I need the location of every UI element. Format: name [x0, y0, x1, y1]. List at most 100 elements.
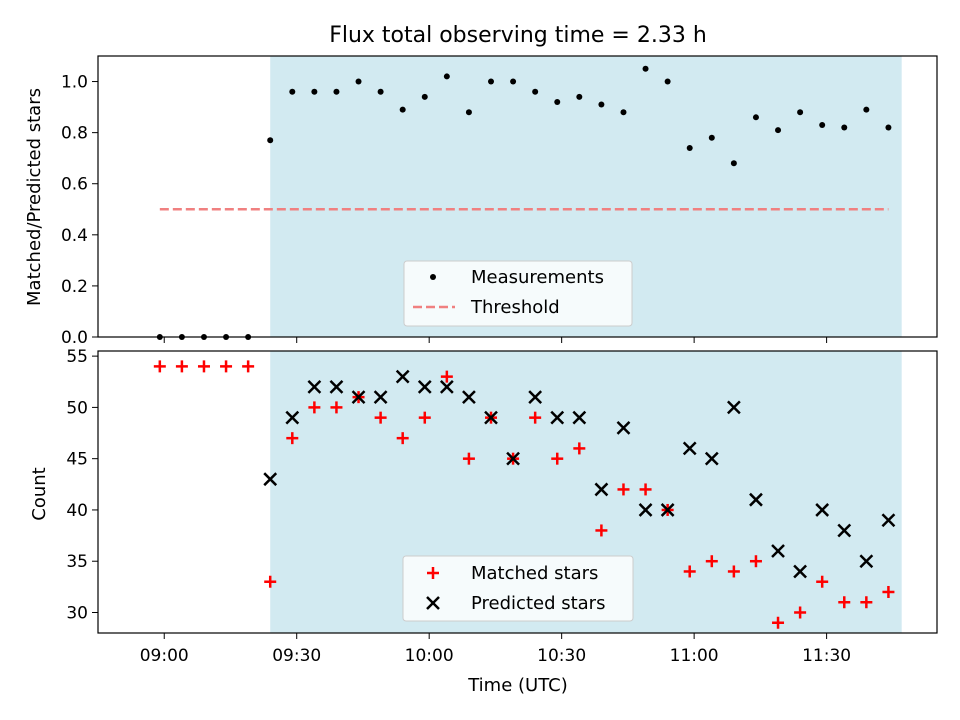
bottom-x-tick-label: 11:00 — [670, 646, 719, 666]
bottom-point-matched-stars — [683, 565, 696, 578]
bottom-point-predicted-stars — [815, 503, 830, 517]
bottom-x-tick-label: 11:30 — [802, 646, 851, 666]
bottom-point-predicted-stars — [395, 369, 410, 384]
bottom-y-tick-label: 55 — [66, 347, 88, 367]
top-point-measurements — [421, 93, 428, 100]
top-point-measurements — [443, 73, 450, 80]
top-point-measurements — [355, 78, 362, 85]
top-y-axis-label: Matched/Predicted stars — [24, 88, 45, 306]
bottom-point-matched-stars — [573, 442, 586, 455]
bottom-point-matched-stars — [153, 360, 166, 373]
bottom-x-tick-label: 09:30 — [272, 646, 321, 666]
top-point-measurements — [311, 88, 318, 95]
top-point-measurements — [576, 93, 583, 100]
top-point-measurements — [664, 78, 671, 85]
top-point-measurements — [377, 88, 384, 95]
bottom-point-predicted-stars — [307, 380, 322, 394]
bottom-point-matched-stars — [330, 401, 343, 414]
bottom-point-predicted-stars — [528, 390, 543, 405]
bottom-point-predicted-stars — [793, 564, 807, 579]
bottom-point-matched-stars — [816, 575, 829, 588]
bottom-point-matched-stars — [242, 360, 255, 373]
bottom-x-tick-label: 10:30 — [537, 646, 586, 666]
bottom-point-matched-stars — [749, 555, 762, 568]
bottom-point-predicted-stars — [439, 380, 454, 394]
bottom-point-predicted-stars — [726, 400, 741, 415]
bottom-point-matched-stars — [617, 483, 630, 496]
bottom-point-predicted-stars — [285, 410, 300, 425]
legend-marker-matched — [427, 567, 439, 579]
bottom-point-matched-stars — [374, 411, 387, 424]
top-y-tick-label: 1.0 — [61, 73, 88, 93]
bottom-x-tick-label: 10:00 — [405, 646, 454, 666]
top-y-tick-label: 0.2 — [61, 277, 88, 297]
bottom-point-predicted-stars — [417, 380, 432, 394]
bottom-y-tick-label: 35 — [66, 552, 88, 572]
bottom-axes-frame — [97, 350, 938, 634]
top-point-measurements — [885, 124, 892, 131]
top-y-tick-label: 0.4 — [61, 226, 88, 246]
bottom-y-tick-label: 40 — [66, 501, 88, 521]
top-point-measurements — [686, 144, 693, 151]
bottom-point-matched-stars — [462, 452, 475, 465]
top-legend: Measurements Threshold — [403, 260, 633, 327]
bottom-point-matched-stars — [727, 565, 740, 578]
bottom-point-matched-stars — [286, 432, 299, 445]
top-y-tick-label: 0.0 — [61, 328, 88, 348]
top-point-measurements — [819, 121, 826, 128]
top-point-measurements — [333, 88, 340, 95]
top-axes-frame — [97, 55, 938, 338]
top-point-measurements — [267, 137, 274, 144]
top-point-measurements — [289, 88, 296, 95]
top-point-measurements — [752, 114, 759, 121]
bottom-point-predicted-stars — [550, 410, 565, 425]
bottom-point-predicted-stars — [506, 451, 520, 466]
bottom-point-predicted-stars — [616, 421, 631, 435]
bottom-point-predicted-stars — [881, 513, 896, 528]
bottom-point-matched-stars — [772, 616, 785, 629]
legend-marker-predicted — [426, 596, 440, 610]
bottom-legend-box — [402, 555, 634, 622]
top-point-measurements — [642, 65, 649, 72]
bottom-point-matched-stars — [860, 596, 873, 609]
bottom-point-predicted-stars — [660, 503, 675, 517]
top-point-measurements — [465, 109, 472, 116]
top-point-measurements — [488, 78, 495, 85]
bottom-point-matched-stars — [551, 452, 564, 465]
bottom-y-tick-label: 50 — [66, 398, 88, 418]
bottom-point-predicted-stars — [351, 390, 366, 405]
top-point-measurements — [730, 160, 737, 167]
bottom-point-matched-stars — [396, 432, 409, 445]
bottom-point-matched-stars — [308, 401, 321, 414]
bottom-point-matched-stars — [639, 483, 652, 496]
bottom-y-axis-label: Count — [29, 467, 50, 520]
legend-label-matched: Matched stars — [471, 563, 598, 584]
top-point-measurements — [863, 106, 870, 113]
top-legend-box — [403, 260, 633, 327]
x-axis-label: Time (UTC) — [467, 675, 568, 696]
legend-label-predicted: Predicted stars — [471, 593, 605, 614]
bottom-point-matched-stars — [705, 555, 718, 568]
bottom-point-predicted-stars — [263, 472, 278, 487]
top-point-measurements — [775, 127, 782, 134]
bottom-point-predicted-stars — [594, 482, 609, 497]
bottom-point-matched-stars — [220, 360, 233, 373]
top-point-measurements — [399, 106, 406, 113]
bottom-x-tick-label: 09:00 — [140, 646, 189, 666]
bottom-point-predicted-stars — [329, 380, 344, 394]
bottom-point-matched-stars — [175, 360, 188, 373]
bottom-point-matched-stars — [882, 585, 895, 598]
bottom-point-predicted-stars — [749, 492, 763, 507]
top-y-tick-label: 0.8 — [61, 124, 88, 144]
bottom-point-predicted-stars — [704, 451, 719, 466]
top-point-measurements — [797, 109, 804, 116]
chart-title: Flux total observing time = 2.33 h — [329, 23, 707, 48]
bottom-point-predicted-stars — [638, 503, 653, 517]
bottom-point-matched-stars — [838, 596, 851, 609]
bottom-point-predicted-stars — [682, 441, 697, 456]
bottom-point-predicted-stars — [373, 390, 388, 405]
bottom-point-predicted-stars — [484, 410, 498, 425]
bottom-y-tick-label: 45 — [66, 450, 88, 470]
bottom-point-matched-stars — [440, 370, 453, 383]
bottom-point-predicted-stars — [572, 410, 587, 425]
